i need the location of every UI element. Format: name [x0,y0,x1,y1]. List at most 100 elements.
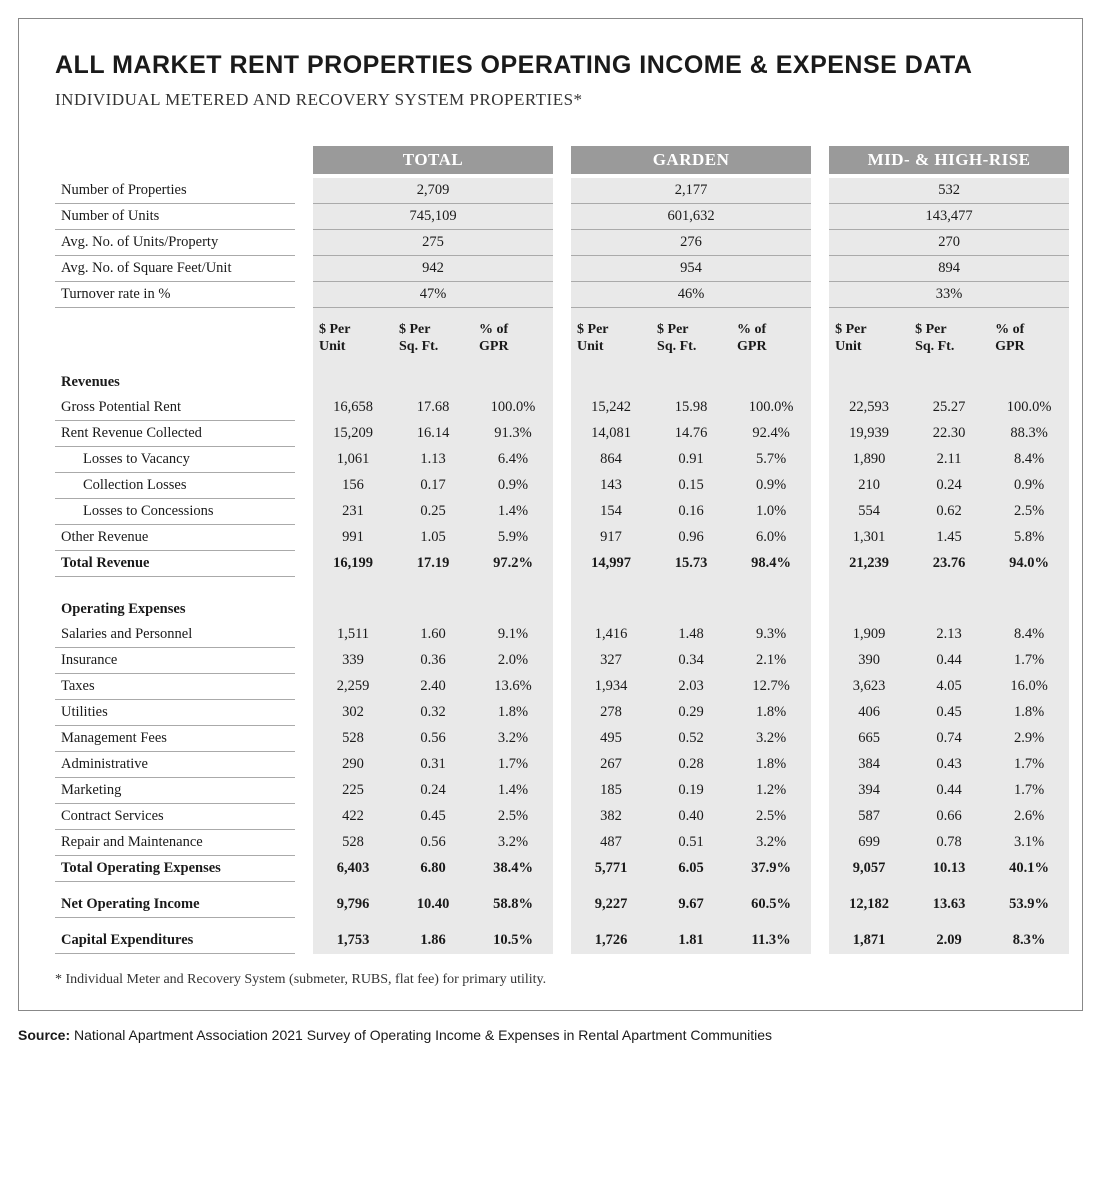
row-label: Repair and Maintenance [55,830,295,856]
cell-value: 225 [313,778,393,804]
cell-value: 21,239 [829,551,909,577]
cell-value: 9,227 [571,892,651,918]
cell-value: 5.7% [731,447,811,473]
cell-value: 9.3% [731,622,811,648]
cell-value: 25.27 [909,395,989,421]
cell-value: 2.03 [651,674,731,700]
cell-value: 14,081 [571,421,651,447]
cell-value: 1.4% [473,499,553,525]
cell-value: 1.4% [473,778,553,804]
footnote: * Individual Meter and Recovery System (… [55,972,1046,988]
cell-value: 156 [313,473,393,499]
cell-value: 0.56 [393,830,473,856]
cell-value: 22,593 [829,395,909,421]
cell-value: 0.56 [393,726,473,752]
cell-value: 0.45 [909,700,989,726]
data-table: TOTALGARDENMID- & HIGH-RISENumber of Pro… [55,146,1069,954]
cell-value: 1.7% [473,752,553,778]
cell-value: 1.7% [989,778,1069,804]
cell-value: 10.40 [393,892,473,918]
row-label: Losses to Vacancy [55,447,295,473]
cell-value: 587 [829,804,909,830]
cell-value: 1.48 [651,622,731,648]
row-label: Losses to Concessions [55,499,295,525]
cell-value: 143 [571,473,651,499]
cell-value: 2.6% [989,804,1069,830]
cell-value: 6.80 [393,856,473,882]
cell-value: 0.29 [651,700,731,726]
cell-value: 9.67 [651,892,731,918]
cell-value: 1.7% [989,648,1069,674]
cell-value: 528 [313,830,393,856]
cell-value: 528 [313,726,393,752]
cell-value: 231 [313,499,393,525]
cell-value: 0.40 [651,804,731,830]
cell-value: 8.4% [989,622,1069,648]
cell-value: 532 [909,178,989,204]
cell-value: 15.98 [651,395,731,421]
cell-value: 143,477 [909,204,989,230]
row-label: Total Revenue [55,551,295,577]
cell-value: 1.2% [731,778,811,804]
cell-value: 2,259 [313,674,393,700]
cell-value: 2,177 [651,178,731,204]
cell-value: 601,632 [651,204,731,230]
source-line: Source: National Apartment Association 2… [18,1027,1083,1043]
cell-value: 745,109 [393,204,473,230]
row-label: Rent Revenue Collected [55,421,295,447]
report-frame: ALL MARKET RENT PROPERTIES OPERATING INC… [18,18,1083,1011]
cell-value: 382 [571,804,651,830]
row-label: Marketing [55,778,295,804]
cell-value: 1.45 [909,525,989,551]
sub-col-header: % ofGPR [989,318,1069,360]
row-label: Gross Potential Rent [55,395,295,421]
cell-value: 1,753 [313,928,393,954]
cell-value: 1,890 [829,447,909,473]
cell-value: 6,403 [313,856,393,882]
source-text: National Apartment Association 2021 Surv… [70,1027,772,1043]
cell-value: 94.0% [989,551,1069,577]
cell-value: 16,658 [313,395,393,421]
cell-value: 495 [571,726,651,752]
cell-value: 15,242 [571,395,651,421]
cell-value: 100.0% [473,395,553,421]
cell-value: 339 [313,648,393,674]
cell-value: 1.8% [989,700,1069,726]
cell-value: 2.5% [989,499,1069,525]
cell-value: 6.4% [473,447,553,473]
cell-value: 278 [571,700,651,726]
cell-value: 0.25 [393,499,473,525]
cell-value: 3.1% [989,830,1069,856]
cell-value: 267 [571,752,651,778]
cell-value: 2,709 [393,178,473,204]
cell-value: 1,871 [829,928,909,954]
row-label: Insurance [55,648,295,674]
cell-value: 3.2% [731,726,811,752]
cell-value: 390 [829,648,909,674]
row-label: Collection Losses [55,473,295,499]
cell-value: 2.1% [731,648,811,674]
page-title: ALL MARKET RENT PROPERTIES OPERATING INC… [55,51,1046,80]
row-label: Avg. No. of Square Feet/Unit [55,256,295,282]
cell-value: 954 [651,256,731,282]
cell-value: 2.13 [909,622,989,648]
cell-value: 16.0% [989,674,1069,700]
cell-value: 15,209 [313,421,393,447]
cell-value: 0.96 [651,525,731,551]
cell-value: 0.74 [909,726,989,752]
cell-value: 2.09 [909,928,989,954]
cell-value: 290 [313,752,393,778]
cell-value: 3.2% [731,830,811,856]
cell-value: 0.45 [393,804,473,830]
cell-value: 91.3% [473,421,553,447]
cell-value: 864 [571,447,651,473]
row-label: Avg. No. of Units/Property [55,230,295,256]
cell-value: 17.68 [393,395,473,421]
cell-value: 13.63 [909,892,989,918]
cell-value: 58.8% [473,892,553,918]
cell-value: 2.0% [473,648,553,674]
cell-value: 1.13 [393,447,473,473]
cell-value: 2.5% [731,804,811,830]
row-label: Turnover rate in % [55,282,295,308]
cell-value: 12,182 [829,892,909,918]
